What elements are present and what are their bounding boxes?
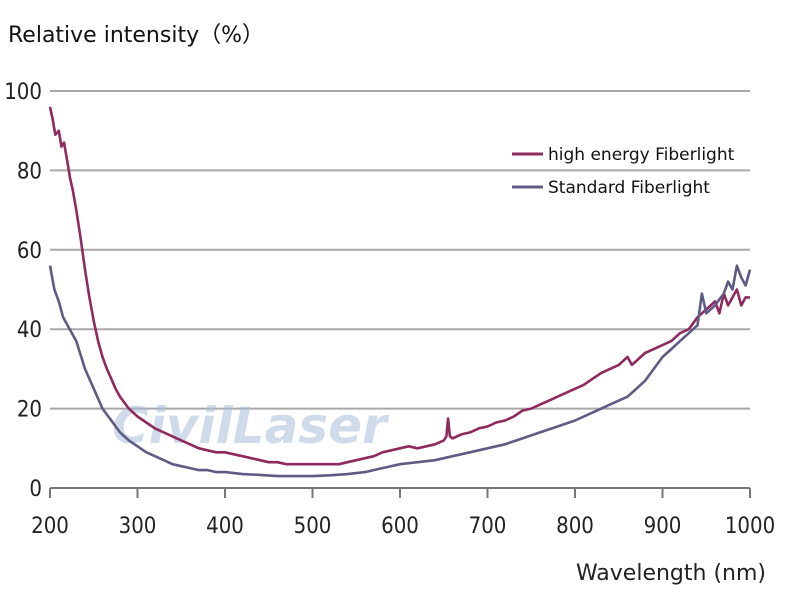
watermark-text: CivilLaser	[112, 397, 390, 455]
y-tick-labels: 0 20 40 60 80 100	[4, 80, 42, 502]
y-axis-label: Relative intensity（%）	[8, 23, 264, 48]
x-tick-label: 300	[119, 514, 157, 539]
y-tick-label: 20	[17, 398, 42, 423]
x-tick-label: 500	[294, 514, 332, 539]
data-series	[48, 106, 752, 478]
x-tick-labels: 200 300 400 500 600 700 800 900 1000	[31, 514, 775, 539]
x-tick-label: 600	[381, 514, 419, 539]
legend-label-high-energy: high energy Fiberlight	[548, 145, 735, 165]
series-line-high-energy	[48, 106, 750, 466]
axes	[49, 487, 751, 498]
x-tick-label: 200	[31, 514, 69, 539]
legend: high energy Fiberlight Standard Fiberlig…	[512, 145, 735, 198]
x-axis-label: Wavelength (nm)	[576, 561, 766, 586]
x-tick-label: 800	[556, 514, 594, 539]
x-tick-label: 400	[206, 514, 244, 539]
y-tick-label: 40	[17, 318, 42, 343]
y-tick-label: 0	[29, 477, 42, 502]
y-tick-label: 60	[17, 239, 42, 264]
x-tick-label: 1000	[725, 514, 775, 539]
y-tick-label: 80	[17, 159, 42, 184]
x-tick-label: 900	[644, 514, 682, 539]
legend-label-standard: Standard Fiberlight	[548, 178, 710, 198]
x-tick-label: 700	[469, 514, 507, 539]
gridlines	[50, 90, 750, 410]
series-line-standard	[48, 264, 752, 478]
y-tick-label: 100	[4, 80, 42, 105]
